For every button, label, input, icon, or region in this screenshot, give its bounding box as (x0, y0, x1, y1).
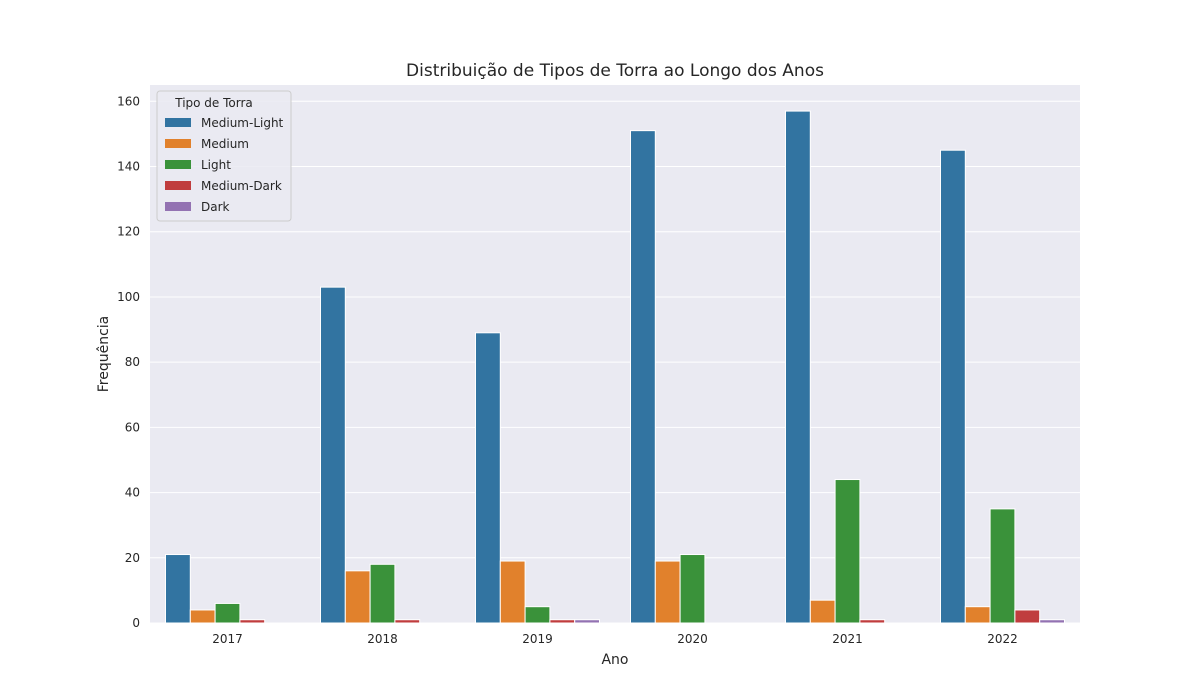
x-tick-label: 2022 (987, 632, 1018, 646)
y-tick-label: 140 (117, 160, 140, 174)
legend-swatch (165, 139, 191, 148)
legend-label: Light (201, 158, 231, 172)
bar-light-2020 (679, 554, 706, 624)
bar-light-2021 (834, 479, 861, 624)
y-tick-label: 0 (132, 616, 140, 630)
bar-dark-2019 (574, 619, 601, 624)
bar-medium-2018 (344, 570, 371, 624)
legend-swatch (165, 181, 191, 190)
bar-light-2017 (214, 602, 241, 624)
bar-medium-2017 (189, 609, 216, 624)
y-axis: 0 20 40 60 80 100 120 140 160 (117, 94, 140, 630)
x-tick-label: 2021 (832, 632, 863, 646)
x-tick-label: 2018 (367, 632, 398, 646)
legend-label: Medium-Dark (201, 179, 282, 193)
y-tick-label: 120 (117, 225, 140, 239)
bar-medium-2021 (809, 599, 836, 624)
legend-label: Dark (201, 200, 230, 214)
chart-title: Distribuição de Tipos de Torra ao Longo … (406, 61, 824, 81)
plot-area (150, 85, 1080, 623)
x-tick-label: 2017 (212, 632, 243, 646)
y-tick-label: 80 (125, 355, 140, 369)
y-tick-label: 100 (117, 290, 140, 304)
y-tick-label: 60 (125, 420, 140, 434)
bar-medium-light-2020 (630, 130, 656, 624)
bar-medium-2019 (499, 560, 526, 624)
legend-swatch (165, 118, 191, 127)
bar-medium-light-2017 (165, 554, 191, 624)
y-tick-label: 40 (125, 486, 140, 500)
legend-items: Medium-Light Medium Light Medium-Dark Dark (165, 116, 284, 214)
bar-medium-light-2022 (940, 149, 966, 624)
x-tick-label: 2019 (522, 632, 553, 646)
y-tick-label: 160 (117, 94, 140, 108)
bar-medium-dark-2019 (549, 619, 576, 624)
bar-medium-light-2021 (785, 110, 811, 624)
legend-swatch (165, 202, 191, 211)
bar-medium-light-2019 (475, 332, 501, 624)
bar-light-2019 (524, 606, 551, 624)
bar-light-2022 (989, 508, 1016, 624)
legend-label: Medium-Light (201, 116, 284, 130)
y-tick-label: 20 (125, 551, 140, 565)
legend-label: Medium (201, 137, 249, 151)
legend-swatch (165, 160, 191, 169)
bar-medium-2020 (654, 560, 681, 624)
bar-medium-dark-2017 (239, 619, 266, 624)
legend-title: Tipo de Torra (174, 96, 253, 110)
bars (165, 110, 1065, 624)
bar-medium-dark-2018 (394, 619, 421, 624)
bar-light-2018 (369, 563, 396, 624)
x-axis-label: Ano (601, 652, 628, 668)
x-tick-label: 2020 (677, 632, 708, 646)
bar-medium-dark-2022 (1014, 609, 1041, 624)
bar-medium-light-2018 (320, 286, 346, 624)
legend: Tipo de Torra Medium-LightMediumLightMed… (156, 90, 292, 222)
bar-medium-2022 (964, 606, 991, 624)
y-axis-label: Frequência (96, 316, 112, 393)
x-axis: 2017 2018 2019 2020 2021 2022 (212, 632, 1018, 646)
bar-dark-2022 (1039, 619, 1065, 624)
bar-medium-dark-2021 (859, 619, 886, 624)
grid-lines (150, 100, 1080, 624)
